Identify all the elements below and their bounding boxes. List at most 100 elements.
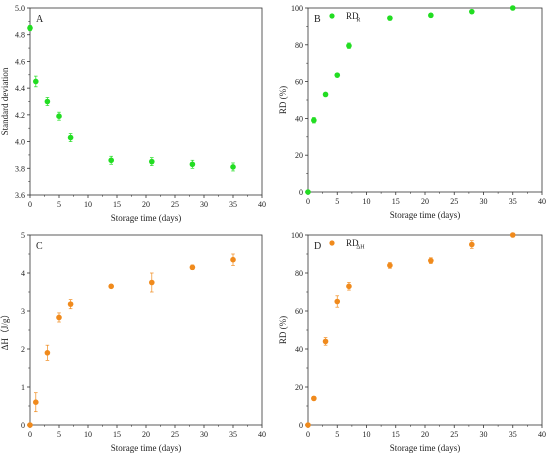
y-tick-label: 4.6 xyxy=(15,57,25,66)
data-point xyxy=(305,422,311,428)
x-tick-label: 35 xyxy=(509,430,517,439)
x-tick-label: 35 xyxy=(229,430,237,439)
legend-marker xyxy=(329,240,335,246)
legend-marker xyxy=(329,13,335,19)
x-tick-label: 20 xyxy=(142,430,150,439)
y-axis-title: Standard deviation xyxy=(0,67,10,135)
data-point xyxy=(322,91,329,98)
x-tick-label: 30 xyxy=(480,430,488,439)
data-point xyxy=(189,264,196,271)
y-tick-label: 4.4 xyxy=(15,84,25,93)
y-axis-title: RD (%) xyxy=(278,316,288,344)
y-tick-label: 0 xyxy=(299,188,303,197)
data-point xyxy=(230,256,236,263)
y-tick-label: 0 xyxy=(299,421,303,430)
legend-label: RD xyxy=(346,238,359,248)
data-point xyxy=(33,78,39,85)
x-tick-label: 15 xyxy=(113,430,121,439)
data-point xyxy=(67,134,74,141)
x-tick-label: 20 xyxy=(142,200,150,209)
y-tick-label: 60 xyxy=(295,78,303,87)
x-tick-label: 30 xyxy=(480,197,488,206)
x-tick-label: 35 xyxy=(509,197,517,206)
data-point xyxy=(44,350,51,356)
y-tick-label: 100 xyxy=(291,231,303,240)
data-point xyxy=(305,189,311,195)
y-tick-label: 100 xyxy=(291,4,303,13)
data-point xyxy=(33,399,39,406)
y-tick-label: 80 xyxy=(295,269,303,278)
x-tick-label: 0 xyxy=(28,200,32,209)
y-tick-label: 4.2 xyxy=(15,111,25,120)
x-tick-label: 25 xyxy=(171,430,179,439)
data-point xyxy=(311,395,317,402)
panel-b: 0 5 10 15 20 25 30 35 40 0 20 40 60 80 100 Storage time… xyxy=(278,4,546,220)
data-point xyxy=(469,241,475,248)
y-tick-label: 20 xyxy=(295,383,303,392)
y-tick-label: 4.0 xyxy=(15,138,25,147)
data-point xyxy=(230,164,236,170)
y-tick-label: 40 xyxy=(295,345,303,354)
x-tick-label: 30 xyxy=(200,430,208,439)
x-axis-title: Storage time (days) xyxy=(390,443,460,453)
panel-letter: B xyxy=(314,14,321,25)
data-point xyxy=(149,158,155,165)
panel-letter: D xyxy=(314,241,321,252)
data-point xyxy=(428,257,434,264)
panel-d: 0 5 10 15 20 25 30 35 40 0 20 40 60 80 100 Storage time… xyxy=(278,231,546,453)
data-point xyxy=(469,8,475,15)
x-tick-label: 20 xyxy=(421,430,429,439)
y-tick-label: 0 xyxy=(21,421,25,430)
y-tick-label: 3 xyxy=(21,307,25,316)
data-point xyxy=(334,72,341,78)
x-tick-label: 25 xyxy=(450,197,458,206)
y-axis-title: RD (%) xyxy=(278,86,288,114)
data-point xyxy=(27,25,33,31)
data-point xyxy=(108,157,114,164)
x-tick-label: 25 xyxy=(171,200,179,209)
legend-subscript: ΔH xyxy=(356,245,365,251)
panel-letter: C xyxy=(36,241,43,252)
x-tick-label: 0 xyxy=(306,430,310,439)
x-tick-label: 15 xyxy=(113,200,121,209)
plot-frame xyxy=(307,7,543,193)
y-axis-title: ΔH（J/g） xyxy=(0,310,10,351)
y-tick-label: 1 xyxy=(21,383,25,392)
y-tick-label: 4.8 xyxy=(15,31,25,40)
data-point xyxy=(387,15,393,21)
x-tick-label: 5 xyxy=(57,430,61,439)
x-tick-label: 5 xyxy=(335,197,339,206)
data-point xyxy=(56,314,62,321)
x-tick-label: 40 xyxy=(538,197,546,206)
data-point xyxy=(322,338,329,345)
panel-letter: A xyxy=(36,14,44,25)
data-point xyxy=(311,117,317,124)
y-tick-label: 3.8 xyxy=(15,164,25,173)
y-tick-label: 2 xyxy=(21,345,25,354)
x-tick-label: 10 xyxy=(363,197,371,206)
x-tick-label: 10 xyxy=(84,430,92,439)
data-point xyxy=(387,262,393,269)
x-tick-label: 40 xyxy=(538,430,546,439)
y-tick-label: 40 xyxy=(295,114,303,123)
data-point xyxy=(149,279,155,286)
data-point xyxy=(428,12,434,19)
plot-frame xyxy=(29,234,263,426)
legend-subscript: R xyxy=(356,18,360,24)
x-tick-label: 15 xyxy=(392,197,400,206)
x-tick-label: 40 xyxy=(258,200,266,209)
data-point xyxy=(108,283,114,290)
data-point xyxy=(509,5,516,11)
y-tick-label: 3.6 xyxy=(15,191,25,200)
x-tick-label: 10 xyxy=(363,430,371,439)
x-axis-title: Storage time (days) xyxy=(111,443,181,453)
data-point xyxy=(334,298,341,305)
data-point xyxy=(189,161,196,168)
x-tick-label: 5 xyxy=(335,430,339,439)
data-point xyxy=(27,422,33,428)
x-tick-label: 0 xyxy=(306,197,310,206)
data-point xyxy=(509,232,516,238)
y-tick-label: 5 xyxy=(21,231,25,240)
x-tick-label: 5 xyxy=(57,200,61,209)
